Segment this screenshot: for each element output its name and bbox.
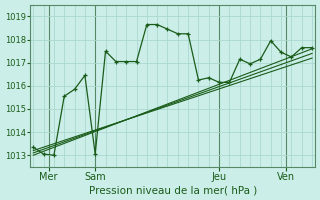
X-axis label: Pression niveau de la mer( hPa ): Pression niveau de la mer( hPa ): [89, 185, 257, 195]
